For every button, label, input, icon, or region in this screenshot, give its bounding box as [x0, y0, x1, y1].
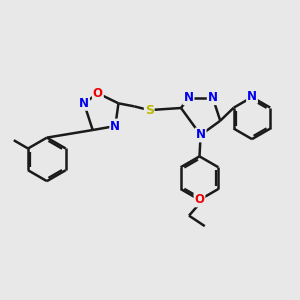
Text: N: N [110, 119, 120, 133]
Text: O: O [93, 87, 103, 100]
Text: O: O [194, 194, 205, 206]
Text: N: N [79, 97, 89, 110]
Text: N: N [196, 128, 206, 142]
Text: S: S [145, 103, 154, 117]
Text: N: N [247, 90, 257, 103]
Text: N: N [208, 91, 218, 104]
Text: N: N [184, 91, 194, 104]
